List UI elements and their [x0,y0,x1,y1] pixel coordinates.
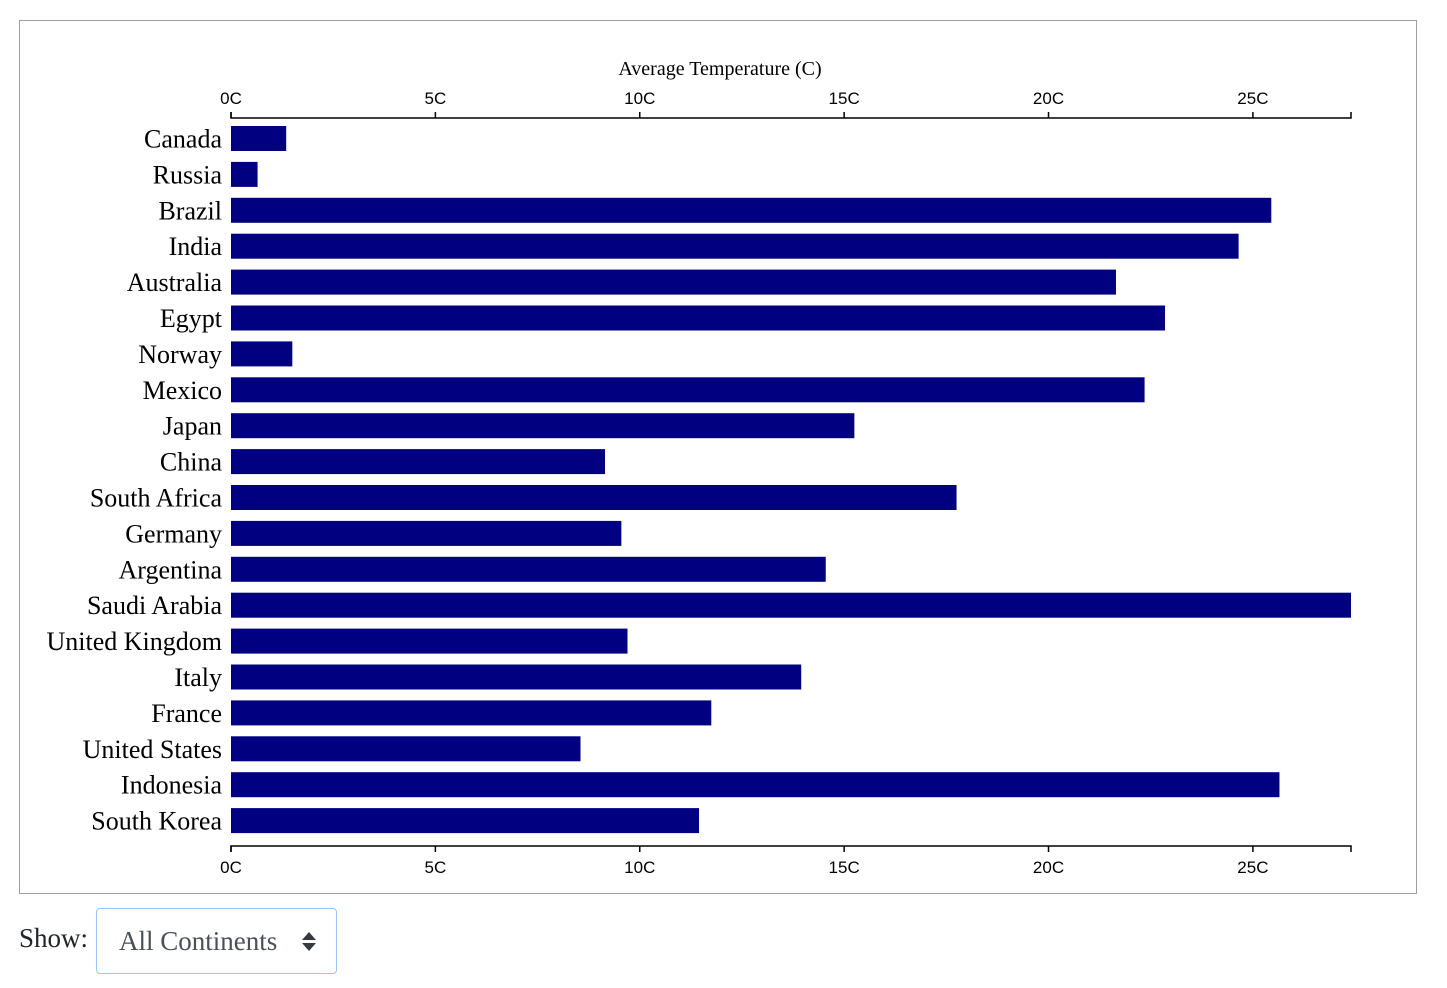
category-label-south-africa: South Africa [90,484,223,513]
continent-select[interactable]: All Continents [96,908,338,974]
bottom-tick-label-1: 5C [425,858,447,877]
bar-brazil [231,197,1272,223]
category-label-south-korea: South Korea [91,807,222,836]
category-label-united-states: United States [83,735,222,764]
bar-russia [231,161,258,187]
bottom-axis: 0C 5C 10C 15C 20C 25C [220,845,1352,877]
bottom-tick-label-2: 10C [624,858,655,877]
bar-saudi-arabia [231,592,1351,618]
top-axis: 0C 5C 10C 15C 20C 25C [220,89,1352,119]
top-tick-label-5: 25C [1237,89,1268,108]
top-axis-line [230,112,1352,119]
category-labels: Canada Russia Brazil India Australia Egypt Nor… [47,125,223,836]
chart-frame: Average Temperature (C) 0C 5C 10C 15C 20C 25C… [19,20,1417,894]
bar-united-kingdom [231,628,628,654]
bar-united-states [231,736,581,762]
bars-group [231,126,1351,834]
bar-mexico [231,377,1145,403]
category-label-japan: Japan [163,412,222,441]
bottom-axis-line [230,845,1352,852]
category-label-germany: Germany [125,519,222,548]
category-label-indonesia: Indonesia [121,771,223,800]
bar-south-africa [231,485,957,510]
bar-india [231,233,1239,259]
category-label-india: India [169,232,223,261]
category-label-australia: Australia [127,268,223,297]
category-label-egypt: Egypt [160,304,223,333]
bar-france [231,700,712,726]
continent-select-value: All Continents [119,925,278,956]
bottom-tick-label-5: 25C [1237,858,1268,877]
bottom-tick-label-0: 0C [220,858,242,877]
bar-canada [231,126,287,151]
category-label-brazil: Brazil [158,196,222,225]
bottom-tick-label-3: 15C [829,858,860,877]
bar-indonesia [231,772,1280,798]
chart-title: Average Temperature (C) [618,58,821,80]
show-label: Show: [19,922,89,953]
category-label-russia: Russia [153,160,223,189]
bar-argentina [231,556,826,582]
category-label-canada: Canada [144,125,222,154]
bar-south-korea [231,808,700,834]
bottom-tick-label-4: 20C [1033,858,1064,877]
bar-australia [231,269,1116,295]
arrow-down-icon [302,942,317,951]
category-label-norway: Norway [138,340,222,369]
category-label-united-kingdom: United Kingdom [47,627,223,656]
top-tick-label-4: 20C [1033,89,1064,108]
top-tick-label-3: 15C [829,89,860,108]
bar-china [231,449,606,475]
arrow-up-icon [302,931,317,940]
top-tick-label-2: 10C [624,89,655,108]
category-label-saudi-arabia: Saudi Arabia [87,591,222,620]
top-tick-label-0: 0C [220,89,242,108]
category-label-china: China [160,448,223,477]
sort-arrows-icon [302,931,317,951]
category-label-mexico: Mexico [143,376,222,405]
temperature-bar-chart: Average Temperature (C) 0C 5C 10C 15C 20C 25C… [47,58,1352,877]
category-label-italy: Italy [174,663,222,692]
bar-germany [231,520,622,546]
bar-egypt [231,305,1166,331]
category-label-argentina: Argentina [119,555,223,584]
controls-bar: Show: All Continents [19,908,338,974]
bar-japan [231,413,855,439]
category-label-france: France [151,699,222,728]
bar-norway [231,341,293,367]
bar-italy [231,664,802,690]
top-tick-label-1: 5C [425,89,447,108]
